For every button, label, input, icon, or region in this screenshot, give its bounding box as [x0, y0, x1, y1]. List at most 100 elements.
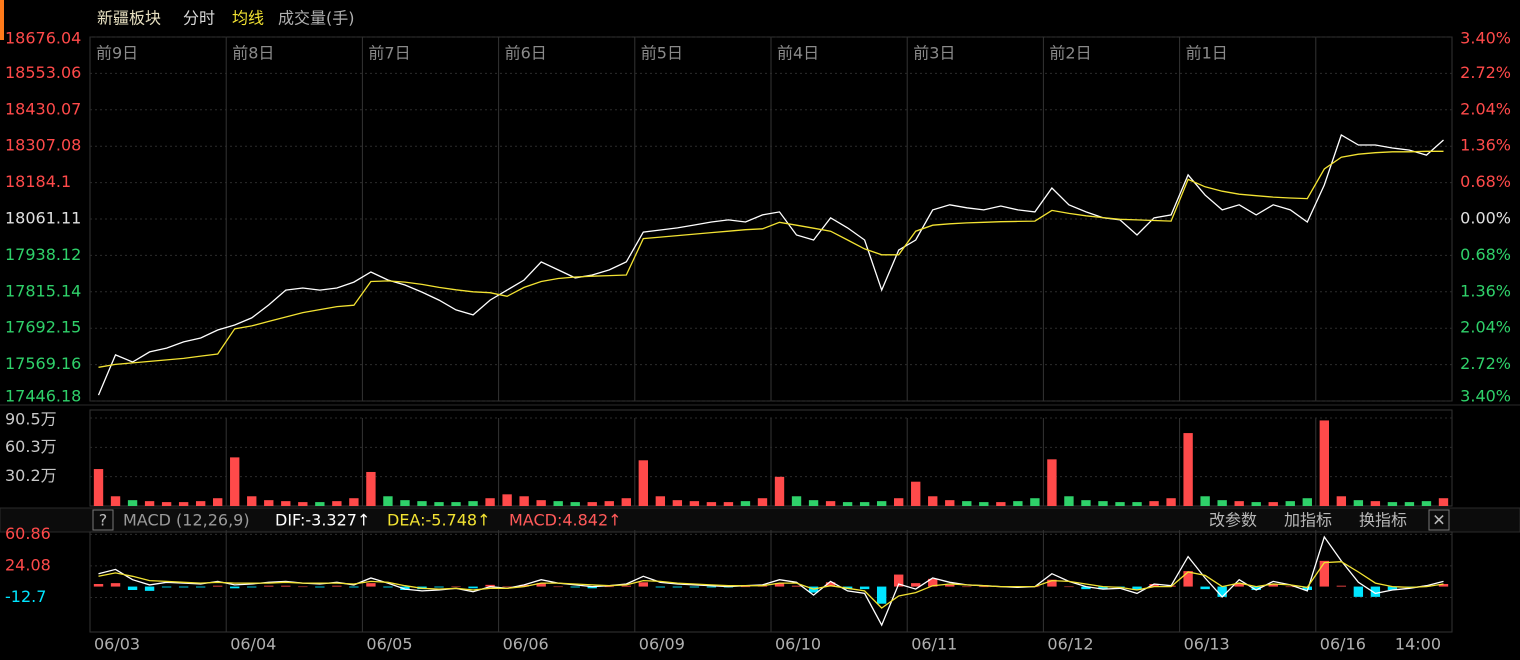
bar — [1404, 502, 1415, 506]
y-tick-label: 18553.06 — [5, 63, 81, 82]
y2-tick-label: 1.36% — [1460, 136, 1511, 155]
bar — [144, 501, 155, 506]
bar — [587, 586, 597, 589]
bar — [1268, 584, 1278, 587]
bar — [1200, 496, 1210, 506]
y-tick-label: 18061.11 — [5, 209, 81, 228]
bar — [587, 502, 597, 506]
bar — [638, 460, 648, 506]
bar — [825, 582, 836, 587]
bar — [213, 498, 223, 506]
bar — [1268, 502, 1278, 506]
bar — [349, 498, 359, 506]
tab[interactable]: 均线 — [232, 9, 264, 28]
bar — [349, 586, 359, 588]
bar — [791, 585, 802, 587]
button[interactable]: 改参数 — [1209, 511, 1257, 530]
bar — [1183, 433, 1193, 506]
accent-strip — [0, 0, 4, 40]
bar — [655, 586, 666, 588]
bar — [706, 586, 717, 588]
bar — [434, 502, 444, 506]
bar — [281, 585, 291, 587]
x-tick-label: 06/03 — [94, 635, 140, 654]
bar — [161, 586, 172, 588]
bar — [1200, 586, 1210, 590]
y2-tick-label: 1.36% — [1460, 281, 1511, 300]
bar — [928, 496, 938, 506]
tab[interactable]: 分时 — [183, 9, 215, 28]
title: 新疆板块 — [97, 9, 161, 28]
y-tick-label: 60.86 — [5, 524, 51, 543]
bar — [894, 574, 904, 587]
help[interactable]: ? — [99, 511, 108, 530]
bar — [536, 583, 546, 587]
close-box[interactable] — [1428, 509, 1450, 531]
bar — [604, 501, 614, 506]
bar — [928, 578, 938, 587]
close[interactable]: ✕ — [1432, 511, 1445, 530]
y-tick-label: 60.3万 — [5, 437, 57, 456]
bar — [1132, 502, 1142, 506]
bar — [1047, 459, 1057, 506]
bar — [230, 586, 240, 589]
bar — [178, 502, 189, 506]
y2-tick-label: 0.00% — [1460, 209, 1511, 228]
bar — [247, 586, 257, 588]
bar — [332, 585, 342, 587]
y-tick-label: 17446.18 — [5, 387, 81, 406]
bar — [502, 586, 512, 588]
x-tick-label: 06/16 — [1320, 635, 1366, 654]
bar — [1319, 420, 1329, 506]
bar — [1438, 584, 1449, 587]
bar — [859, 586, 870, 590]
bar — [1132, 586, 1142, 590]
bar — [740, 586, 751, 588]
bar — [757, 498, 768, 506]
bar — [264, 500, 274, 506]
bar — [519, 584, 529, 587]
bar — [706, 502, 717, 506]
y-tick-label: 30.2万 — [5, 466, 57, 485]
bar — [911, 481, 921, 506]
status: DIF:-3.327↑ — [275, 511, 370, 530]
bar — [1302, 498, 1312, 506]
day-label: 前5日 — [641, 44, 683, 63]
x-tick-label: 06/11 — [911, 635, 957, 654]
bar — [1421, 501, 1432, 506]
bar — [1387, 586, 1398, 590]
bar — [1149, 501, 1159, 506]
bar — [93, 584, 104, 587]
day-label: 前4日 — [777, 44, 819, 63]
x-tick-label: 14:00 — [1395, 635, 1441, 654]
x-tick-label: 06/04 — [230, 635, 276, 654]
bar — [1098, 501, 1108, 506]
bar — [1251, 586, 1261, 590]
indicator-name: MACD (12,26,9) — [123, 511, 250, 530]
bar — [127, 586, 138, 590]
tab[interactable]: 成交量(手) — [278, 9, 355, 28]
bar — [230, 457, 240, 506]
y-tick-label: 18430.07 — [5, 99, 81, 118]
y2-tick-label: 3.40% — [1460, 387, 1511, 406]
help-box[interactable] — [92, 509, 114, 531]
x-tick-label: 06/12 — [1047, 635, 1093, 654]
status: DEA:-5.748↑ — [387, 511, 490, 530]
bar — [502, 494, 512, 506]
bar — [383, 586, 393, 588]
button[interactable]: 加指标 — [1284, 511, 1332, 530]
bar — [945, 500, 955, 506]
day-label: 前9日 — [96, 44, 138, 63]
bar — [570, 502, 580, 506]
bar — [451, 586, 461, 588]
bar — [672, 500, 683, 506]
button[interactable]: 换指标 — [1359, 511, 1407, 530]
bar — [962, 501, 972, 506]
y-tick-label: 18307.08 — [5, 136, 81, 155]
bar — [400, 586, 410, 590]
bar — [1064, 586, 1074, 588]
day-label: 前2日 — [1049, 44, 1091, 63]
y-tick-label: 18184.1 — [5, 172, 71, 191]
bar — [281, 501, 291, 506]
